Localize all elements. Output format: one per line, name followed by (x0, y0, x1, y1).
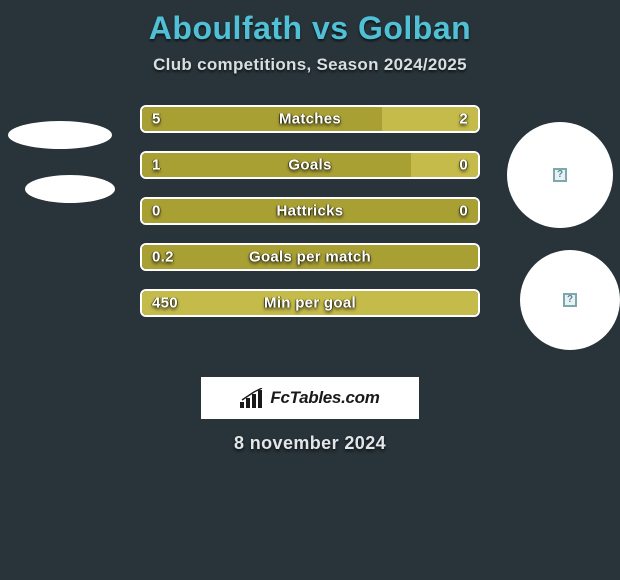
image-placeholder-icon: ? (553, 168, 567, 182)
stat-bar-row: Goals per match 0.2 (140, 243, 480, 271)
avatars-right-column: ?? (500, 105, 620, 355)
player-avatar: ? (520, 250, 620, 350)
date-text: 8 november 2024 (0, 433, 620, 454)
comparison-chart: Matches 5 2 Goals 1 0 Hattricks 0 0 Goals per mat… (0, 105, 620, 365)
bar-label: Goals (288, 157, 331, 174)
page-subtitle: Club competitions, Season 2024/2025 (0, 55, 620, 75)
bar-label: Goals per match (249, 249, 371, 266)
bar-value-left: 5 (152, 111, 161, 128)
bar-value-left: 0 (152, 203, 161, 220)
bar-label: Min per goal (264, 295, 356, 312)
avatars-left-column (0, 105, 120, 355)
logo-text: FcTables.com (270, 388, 379, 408)
bar-label: Hattricks (277, 203, 344, 220)
bar-value-left: 1 (152, 157, 161, 174)
bar-left-segment (142, 153, 411, 177)
image-placeholder-icon: ? (563, 293, 577, 307)
stat-bars: Matches 5 2 Goals 1 0 Hattricks 0 0 Goals per mat… (140, 105, 480, 317)
logo-chart-icon (240, 388, 266, 408)
player-avatar-placeholder (25, 175, 115, 203)
bar-value-right: 0 (459, 157, 468, 174)
stat-bar-row: Hattricks 0 0 (140, 197, 480, 225)
player-avatar-placeholder (8, 121, 112, 149)
stat-bar-row: Matches 5 2 (140, 105, 480, 133)
bar-value-right: 0 (459, 203, 468, 220)
stat-bar-row: Min per goal 450 (140, 289, 480, 317)
bar-label: Matches (279, 111, 341, 128)
bar-value-left: 450 (152, 295, 178, 312)
stat-bar-row: Goals 1 0 (140, 151, 480, 179)
bar-left-segment (142, 107, 382, 131)
bar-value-right: 2 (459, 111, 468, 128)
player-avatar: ? (507, 122, 613, 228)
page-title: Aboulfath vs Golban (0, 0, 620, 47)
footer-logo: FcTables.com (201, 377, 419, 419)
bar-value-left: 0.2 (152, 249, 174, 266)
